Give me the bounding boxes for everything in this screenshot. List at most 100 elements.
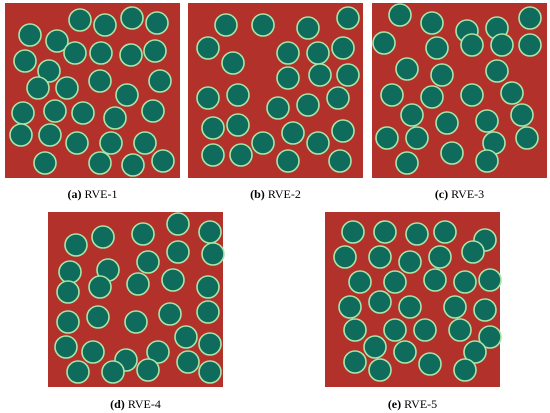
fiber [133,131,157,155]
fiber [395,57,419,81]
fiber [226,113,250,137]
fiber [425,36,449,60]
fiber [126,272,150,296]
fiber [463,340,487,364]
panel-name: RVE-4 [127,397,161,411]
fiber [81,340,105,364]
fiber [221,51,245,75]
panel-caption: (a) RVE-1 [5,187,180,202]
fiber [88,275,112,299]
fiber [428,245,452,269]
panel-tag: (e) [387,397,402,411]
panel-caption: (c) RVE-3 [372,187,547,202]
fiber [413,318,437,342]
fiber [281,121,305,145]
fiber [440,141,464,165]
fiber [45,29,69,53]
fiber [120,6,144,30]
fiber [54,335,78,359]
fiber [136,250,160,274]
fiber [336,63,360,87]
fiber [372,31,396,55]
fiber [226,83,250,107]
fiber [380,83,404,107]
fiber [229,143,253,167]
fiber [348,270,372,294]
fiber [201,143,225,167]
fiber [88,151,112,175]
fiber [306,131,330,155]
fiber [368,245,392,269]
panel-caption: (b) RVE-2 [188,187,363,202]
fiber [331,119,355,143]
fiber [124,310,148,334]
fiber [143,39,167,63]
fiber [93,13,117,37]
fiber [56,280,80,304]
fiber [276,149,300,173]
fiber [148,69,172,93]
fiber [510,103,534,127]
fiber [375,126,399,150]
fiber [56,310,80,334]
fiber [37,59,61,83]
fiber [58,260,82,284]
fiber [460,83,484,107]
fiber [296,16,320,40]
fiber [43,99,67,123]
fiber [475,109,499,133]
fiber [398,250,422,274]
fiber [373,220,397,244]
fiber [453,358,477,382]
fiber [33,151,57,175]
fiber [328,149,352,173]
fiber [341,220,365,244]
fiber [196,275,220,299]
panel-tag: (c) [434,187,449,201]
fiber [306,41,330,65]
fiber [101,360,125,384]
fiber [26,76,50,100]
fiber [433,220,457,244]
fiber [448,318,472,342]
fiber [296,93,320,117]
fiber [89,41,113,65]
fiber [198,332,222,356]
fiber [420,11,444,35]
fiber [151,149,175,173]
fiber [9,123,33,147]
panel-tag: (d) [110,397,125,411]
fiber [161,268,185,292]
fiber [65,131,89,155]
fiber [343,350,367,374]
fiber [71,101,95,125]
fiber [63,41,87,65]
fiber [64,233,88,257]
fiber [121,153,145,177]
fiber [490,33,514,57]
fiber [423,268,447,292]
fiber [141,99,165,123]
fiber [11,101,35,125]
fiber [485,59,509,83]
fiber [18,23,42,47]
fiber [383,318,407,342]
fiber [336,6,360,30]
fiber [214,13,238,37]
fiber [201,242,225,266]
fiber [115,83,139,107]
fiber [518,6,542,30]
fiber [518,33,542,57]
fiber [333,245,357,269]
fiber [308,63,332,87]
fiber [136,358,160,382]
fiber [420,85,444,109]
panel-name: RVE-3 [451,187,485,201]
fiber [478,325,502,349]
fiber [363,335,387,359]
fiber [388,3,412,27]
fiber [196,300,220,324]
fiber [166,212,190,236]
